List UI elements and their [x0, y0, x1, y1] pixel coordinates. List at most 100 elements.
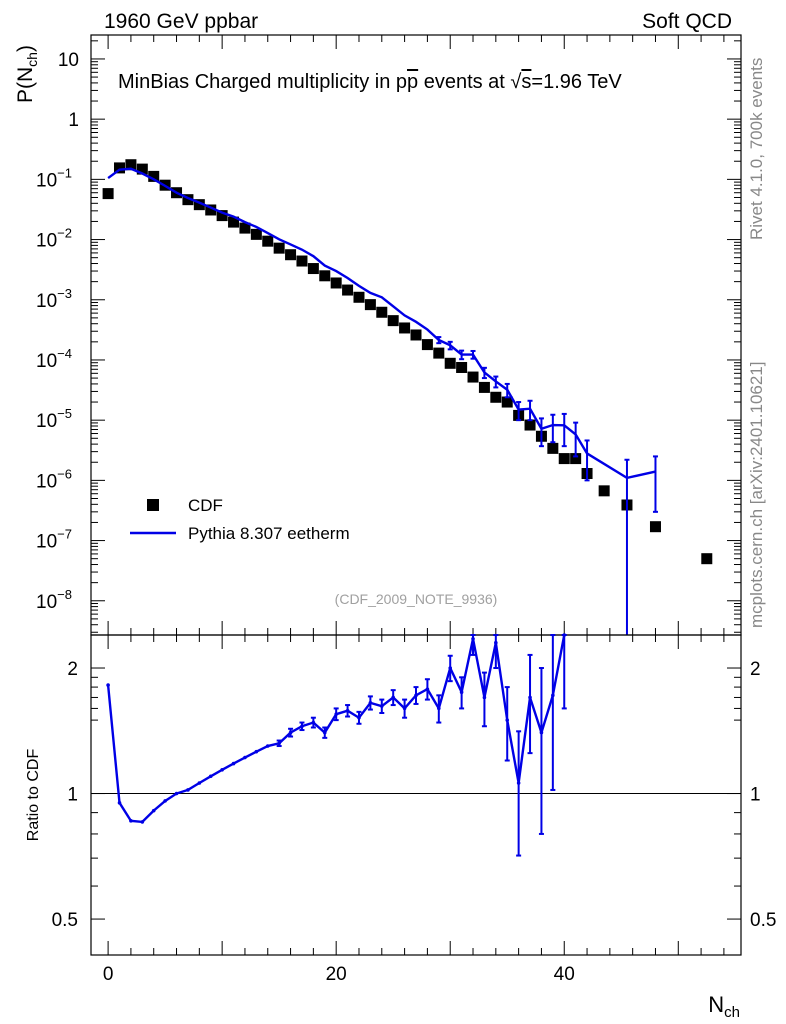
ratio-point	[254, 749, 259, 754]
main-ytick-base: 10	[36, 291, 57, 312]
main-ytick-label: 1	[68, 110, 79, 131]
chart-title: MinBias Charged multiplicity in pp event…	[118, 71, 622, 93]
cdf-point	[376, 306, 388, 318]
cdf-point	[125, 159, 137, 171]
main-ytick-exp: −3	[57, 286, 72, 301]
cdf-point	[136, 163, 148, 175]
ratio-point	[322, 730, 327, 735]
ratio-point	[231, 761, 236, 766]
ratio-point	[208, 774, 213, 779]
ratio-ylabel: Ratio to CDF	[25, 749, 42, 842]
process-label: Soft QCD	[642, 10, 732, 33]
ratio-point	[357, 715, 361, 720]
ratio-xtick-label: 40	[554, 964, 575, 985]
main-ytick-label: 10−5	[36, 406, 72, 432]
cdf-point	[307, 263, 319, 275]
ratio-point	[425, 687, 430, 691]
main-ytick-label: 10−1	[36, 165, 72, 191]
ratio-y-ticks: 2 2 1 1 0.5 0.5	[52, 659, 777, 931]
main-ytick-base: 10	[36, 170, 57, 191]
ratio-point	[471, 637, 475, 641]
cdf-point	[467, 371, 479, 383]
ratio-ytick-label-right: 0.5	[750, 910, 776, 931]
ratio-point	[300, 724, 304, 729]
main-ytick-label: 10	[58, 50, 79, 71]
ratio-x-ticks: 0 20 40	[103, 635, 725, 985]
ratio-frame	[90, 634, 742, 956]
main-ytick-exp: −8	[57, 587, 72, 602]
main-ytick-label: 10−2	[36, 226, 72, 252]
main-ytick-base: 10	[36, 471, 57, 492]
ratio-ytick-label: 2	[67, 659, 78, 680]
ratio-point	[437, 706, 441, 711]
cdf-point	[216, 210, 228, 222]
ratio-point	[448, 666, 453, 670]
energy-label: 1960 GeV ppbar	[104, 10, 258, 33]
cdf-point	[353, 291, 365, 303]
cdf-point	[387, 315, 399, 327]
cdf-point	[102, 188, 114, 200]
ratio-ytick-label: 0.5	[52, 910, 78, 931]
ratio-point	[528, 695, 532, 700]
ratio-point	[505, 718, 510, 722]
main-ytick-base: 10	[36, 532, 57, 553]
ratio-point	[482, 695, 487, 700]
ratio-point	[140, 820, 145, 824]
cdf-point	[114, 162, 126, 174]
ratio-data-marks	[106, 633, 567, 857]
cdf-point	[598, 485, 610, 497]
ratio-point	[459, 690, 464, 694]
cdf-point	[342, 284, 354, 296]
pythia-line	[107, 167, 656, 480]
ratio-point	[265, 744, 270, 748]
cdf-point	[570, 453, 582, 465]
cdf-point	[262, 235, 274, 247]
cdf-point	[364, 299, 376, 311]
main-ytick-label: 10−3	[36, 286, 72, 312]
ratio-point	[516, 781, 521, 785]
mcplots-label: mcplots.cern.ch [arXiv:2401.10621]	[747, 362, 766, 628]
ratio-point	[379, 704, 384, 708]
cdf-point	[444, 357, 456, 369]
cdf-point	[319, 270, 331, 282]
cdf-point	[193, 199, 205, 211]
analysis-watermark: (CDF_2009_NOTE_9936)	[335, 591, 498, 607]
cdf-point	[273, 242, 285, 254]
ratio-point	[311, 720, 316, 725]
ratio-xtick-label: 20	[326, 964, 347, 985]
main-data-marks	[102, 159, 713, 635]
main-ytick-label: 10−7	[36, 527, 72, 553]
main-ytick-base: 10	[36, 231, 57, 252]
ratio-point	[151, 808, 156, 813]
main-ytick-exp: −1	[57, 165, 72, 180]
ratio-point	[414, 693, 418, 698]
ratio-point	[368, 701, 373, 705]
ratio-point	[163, 799, 167, 803]
cdf-point	[501, 396, 513, 408]
legend-pythia-label: Pythia 8.307 eetherm	[188, 524, 350, 543]
ratio-point	[494, 640, 498, 645]
main-ytick-exp: −7	[57, 527, 72, 542]
cdf-point	[410, 329, 422, 341]
cdf-point	[490, 391, 502, 403]
cdf-point	[421, 339, 433, 351]
main-ytick-exp: −5	[57, 406, 72, 421]
ratio-panel: 2 2 1 1 0.5 0.5 0 20 40 Ratio to CDF Nch	[25, 633, 776, 1021]
main-x-ticks	[107, 35, 725, 635]
title-after: =1.96 TeV	[531, 71, 622, 93]
main-ytick-base: 10	[36, 592, 57, 613]
cdf-point	[205, 204, 217, 216]
main-ytick-label: 10−6	[36, 466, 72, 492]
xlabel-sub: ch	[724, 1004, 740, 1021]
ratio-point	[106, 683, 110, 687]
cdf-point	[148, 170, 160, 182]
ratio-point	[129, 819, 133, 823]
title-before: MinBias Charged multiplicity in p	[118, 71, 407, 93]
legend-cdf-marker	[147, 499, 159, 511]
cdf-point	[228, 216, 240, 228]
main-ytick-base: 10	[36, 351, 57, 372]
cdf-point	[456, 361, 468, 373]
